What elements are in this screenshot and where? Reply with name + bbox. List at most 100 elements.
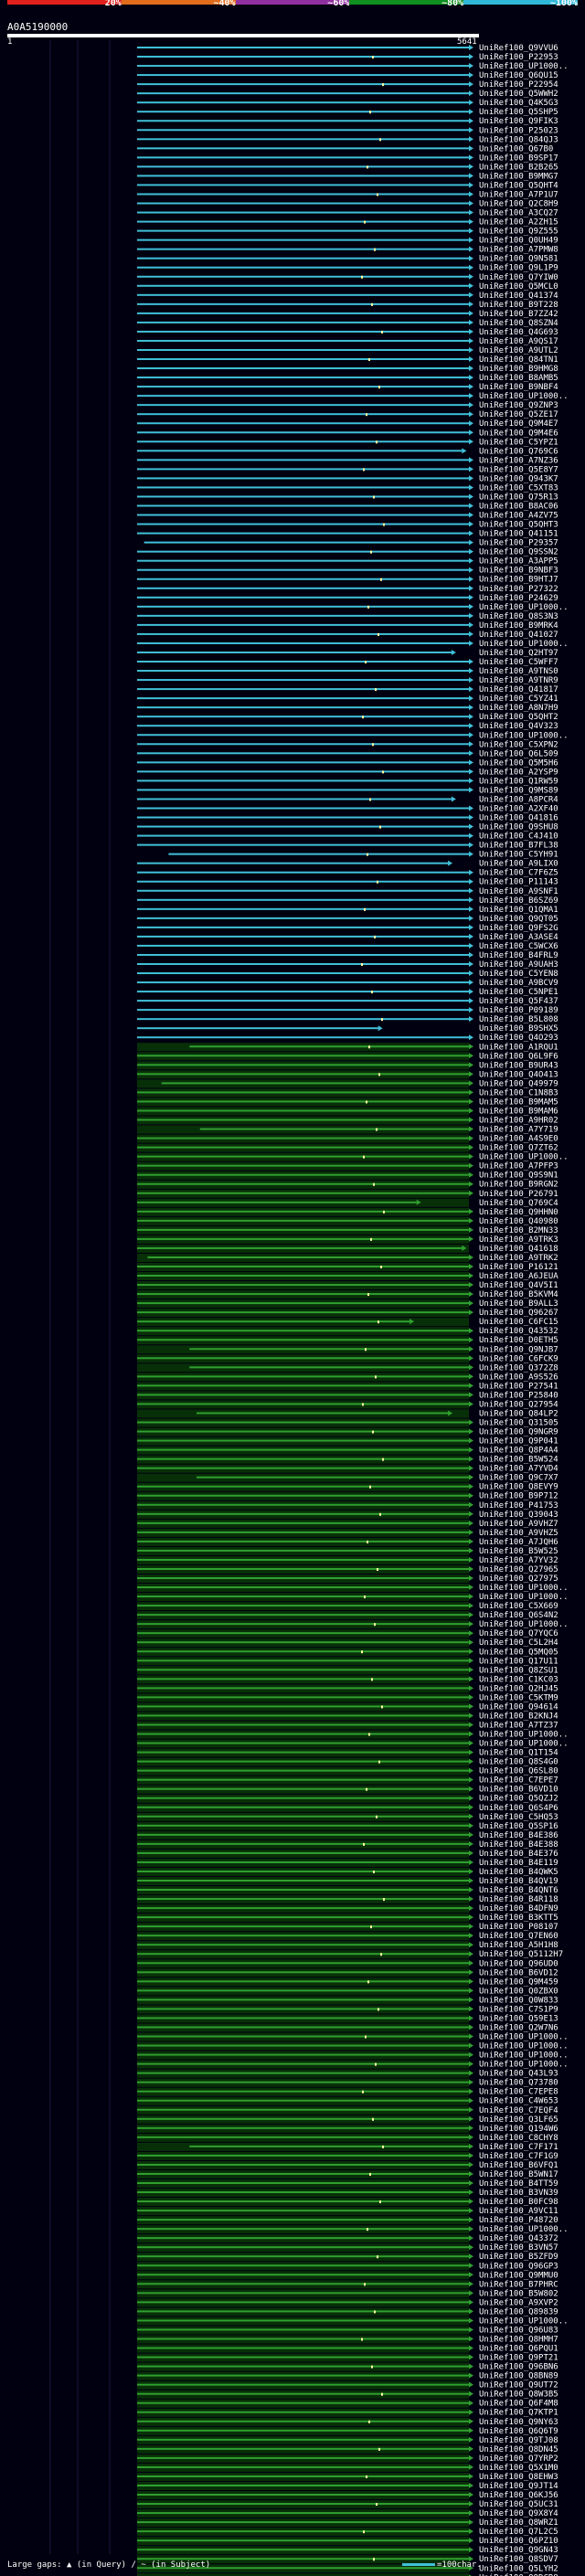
hit-label[interactable]: UniRef100_B9ALL3 [479, 1299, 558, 1309]
hit-label[interactable]: UniRef100_A6JEUA [479, 1272, 558, 1281]
hit-label[interactable]: UniRef100_B3VN57 [479, 2243, 558, 2253]
hit-label[interactable]: UniRef100_B6VD12 [479, 1968, 558, 1977]
hit-label[interactable]: UniRef100_Q5112H7 [479, 1950, 563, 1959]
hit-label[interactable]: UniRef100_C7EQF4 [479, 2106, 558, 2115]
hit-label[interactable]: UniRef100_B4QWK5 [479, 1868, 558, 1877]
hit-label[interactable]: UniRef100_UP1000.. [479, 731, 569, 740]
hit-label[interactable]: UniRef100_A7TZ37 [479, 1721, 558, 1730]
hit-label[interactable]: UniRef100_A3CQ27 [479, 209, 558, 218]
hit-label[interactable]: UniRef100_Q8ZSU1 [479, 1666, 558, 1675]
hit-label[interactable]: UniRef100_UP1000.. [479, 2033, 569, 2042]
hit-label[interactable]: UniRef100_C1KC03 [479, 1675, 558, 1684]
hit-label[interactable]: UniRef100_Q9Z555 [479, 228, 558, 237]
hit-label[interactable]: UniRef100_B9MAM6 [479, 1107, 558, 1116]
hit-label[interactable]: UniRef100_Q9VVU6 [479, 44, 558, 53]
hit-label[interactable]: UniRef100_Q9MS89 [479, 786, 558, 795]
hit-label[interactable]: UniRef100_Q0W833 [479, 1996, 558, 2005]
hit-label[interactable]: UniRef100_B5KVM4 [479, 1290, 558, 1299]
hit-label[interactable]: UniRef100_B4E388 [479, 1840, 558, 1850]
hit-label[interactable]: UniRef100_Q5E8Y7 [479, 465, 558, 474]
hit-label[interactable]: UniRef100_UP1000.. [479, 1153, 569, 1162]
hit-label[interactable]: UniRef100_A9UAH3 [479, 960, 558, 970]
hit-label[interactable]: UniRef100_B9P712 [479, 1492, 558, 1501]
hit-label[interactable]: UniRef100_Q9M4E7 [479, 419, 558, 429]
hit-label[interactable]: UniRef100_UP1000.. [479, 2051, 569, 2061]
hit-label[interactable]: UniRef100_A9TRK3 [479, 1235, 558, 1245]
hit-label[interactable]: UniRef100_UP1000.. [479, 1620, 569, 1629]
hit-label[interactable]: UniRef100_A7PMW8 [479, 246, 558, 255]
hit-label[interactable]: UniRef100_Q40980 [479, 1217, 558, 1226]
hit-label[interactable]: UniRef100_C5HQ53 [479, 1813, 558, 1822]
hit-label[interactable]: UniRef100_P48720 [479, 2216, 558, 2225]
hit-label[interactable]: UniRef100_Q59E13 [479, 2014, 558, 2023]
hit-label[interactable]: UniRef100_Q5F437 [479, 997, 558, 1006]
hit-label[interactable]: UniRef100_Q7KTP1 [479, 2409, 558, 2418]
hit-label[interactable]: UniRef100_Q769C4 [479, 1199, 558, 1208]
hit-label[interactable]: UniRef100_Q4G693 [479, 328, 558, 337]
hit-label[interactable]: UniRef100_B9RGN2 [479, 1181, 558, 1190]
hit-label[interactable]: UniRef100_Q9N581 [479, 255, 558, 264]
hit-label[interactable]: UniRef100_Q41374 [479, 292, 558, 301]
hit-label[interactable]: UniRef100_Q2W7N6 [479, 2023, 558, 2032]
hit-label[interactable]: UniRef100_Q96BN6 [479, 2363, 558, 2372]
hit-label[interactable]: UniRef100_Q75R13 [479, 493, 558, 502]
hit-label[interactable]: UniRef100_Q9QT05 [479, 915, 558, 924]
hit-label[interactable]: UniRef100_Q8S3N3 [479, 612, 558, 621]
hit-label[interactable]: UniRef100_Q5LYH2 [479, 2564, 558, 2573]
hit-label[interactable]: UniRef100_C5X669 [479, 1602, 558, 1611]
hit-label[interactable]: UniRef100_A9SNF1 [479, 887, 558, 896]
hit-label[interactable]: UniRef100_C5WCX6 [479, 942, 558, 951]
hit-label[interactable]: UniRef100_Q8W3B5 [479, 2390, 558, 2400]
hit-label[interactable]: UniRef100_Q9MMU0 [479, 2271, 558, 2280]
hit-label[interactable]: UniRef100_Q0ZBX0 [479, 1987, 558, 1996]
hit-label[interactable]: UniRef100_Q8EVY9 [479, 1483, 558, 1492]
hit-label[interactable]: UniRef100_Q9FIK3 [479, 117, 558, 126]
hit-label[interactable]: UniRef100_Q6S4N2 [479, 1611, 558, 1620]
hit-label[interactable]: UniRef100_B5WN17 [479, 2170, 558, 2179]
hit-label[interactable]: UniRef100_Q943K7 [479, 474, 558, 483]
hit-label[interactable]: UniRef100_A7PFP3 [479, 1162, 558, 1171]
hit-label[interactable]: UniRef100_Q6KJ56 [479, 2491, 558, 2500]
hit-label[interactable]: UniRef100_Q4V323 [479, 722, 558, 731]
hit-label[interactable]: UniRef100_B6VFQ1 [479, 2161, 558, 2170]
hit-label[interactable]: UniRef100_UP1000.. [479, 2042, 569, 2051]
hit-label[interactable]: UniRef100_Q194W6 [479, 2125, 558, 2134]
hit-label[interactable]: UniRef100_Q5SHP5 [479, 108, 558, 117]
hit-label[interactable]: UniRef100_Q8SZN4 [479, 319, 558, 328]
hit-label[interactable]: UniRef100_Q8DN45 [479, 2445, 558, 2454]
hit-label[interactable]: UniRef100_B9SHX5 [479, 1024, 558, 1034]
hit-label[interactable]: UniRef100_Q43372 [479, 2234, 558, 2243]
hit-label[interactable]: UniRef100_Q67B0 [479, 144, 553, 154]
hit-label[interactable]: UniRef100_Q9FS2G [479, 924, 558, 933]
hit-label[interactable]: UniRef100_B8AC06 [479, 503, 558, 512]
hit-label[interactable]: UniRef100_Q9UT72 [479, 2381, 558, 2390]
hit-label[interactable]: UniRef100_A3ASE4 [479, 933, 558, 942]
hit-label[interactable]: UniRef100_B9NBF4 [479, 383, 558, 392]
hit-label[interactable]: UniRef100_Q0UH49 [479, 237, 558, 246]
hit-label[interactable]: UniRef100_B4DFN9 [479, 1904, 558, 1913]
hit-label[interactable]: UniRef100_Q7YQC6 [479, 1629, 558, 1638]
hit-label[interactable]: UniRef100_A9S526 [479, 1373, 558, 1382]
hit-label[interactable]: UniRef100_A3APP5 [479, 557, 558, 567]
hit-label[interactable]: UniRef100_B5ZFD9 [479, 2253, 558, 2262]
hit-label[interactable]: UniRef100_Q8S4G0 [479, 1758, 558, 1767]
hit-label[interactable]: UniRef100_Q5QHT2 [479, 713, 558, 722]
hit-label[interactable]: UniRef100_A9VHZ5 [479, 1529, 558, 1538]
hit-label[interactable]: UniRef100_C5XT83 [479, 483, 558, 493]
hit-label[interactable]: UniRef100_Q6Q6T9 [479, 2427, 558, 2436]
hit-label[interactable]: UniRef100_Q8P4A4 [479, 1447, 558, 1456]
hit-label[interactable]: UniRef100_C5YPZ1 [479, 438, 558, 447]
hit-label[interactable]: UniRef100_C8CHY8 [479, 2134, 558, 2143]
hit-label[interactable]: UniRef100_B2KNJ4 [479, 1712, 558, 1721]
hit-label[interactable]: UniRef100_P22953 [479, 53, 558, 62]
hit-label[interactable]: UniRef100_B5W524 [479, 1456, 558, 1465]
hit-label[interactable]: UniRef100_P41753 [479, 1501, 558, 1511]
hit-label[interactable]: UniRef100_Q2C8H9 [479, 200, 558, 209]
hit-label[interactable]: UniRef100_B0FC98 [479, 2198, 558, 2207]
hit-label[interactable]: UniRef100_Q372Z8 [479, 1363, 558, 1373]
hit-label[interactable]: UniRef100_Q27954 [479, 1400, 558, 1409]
hit-label[interactable]: UniRef100_Q41816 [479, 814, 558, 823]
hit-label[interactable]: UniRef100_Q8HMH7 [479, 2336, 558, 2345]
hit-label[interactable]: UniRef100_P08107 [479, 1923, 558, 1932]
hit-label[interactable]: UniRef100_Q9PT21 [479, 2354, 558, 2363]
